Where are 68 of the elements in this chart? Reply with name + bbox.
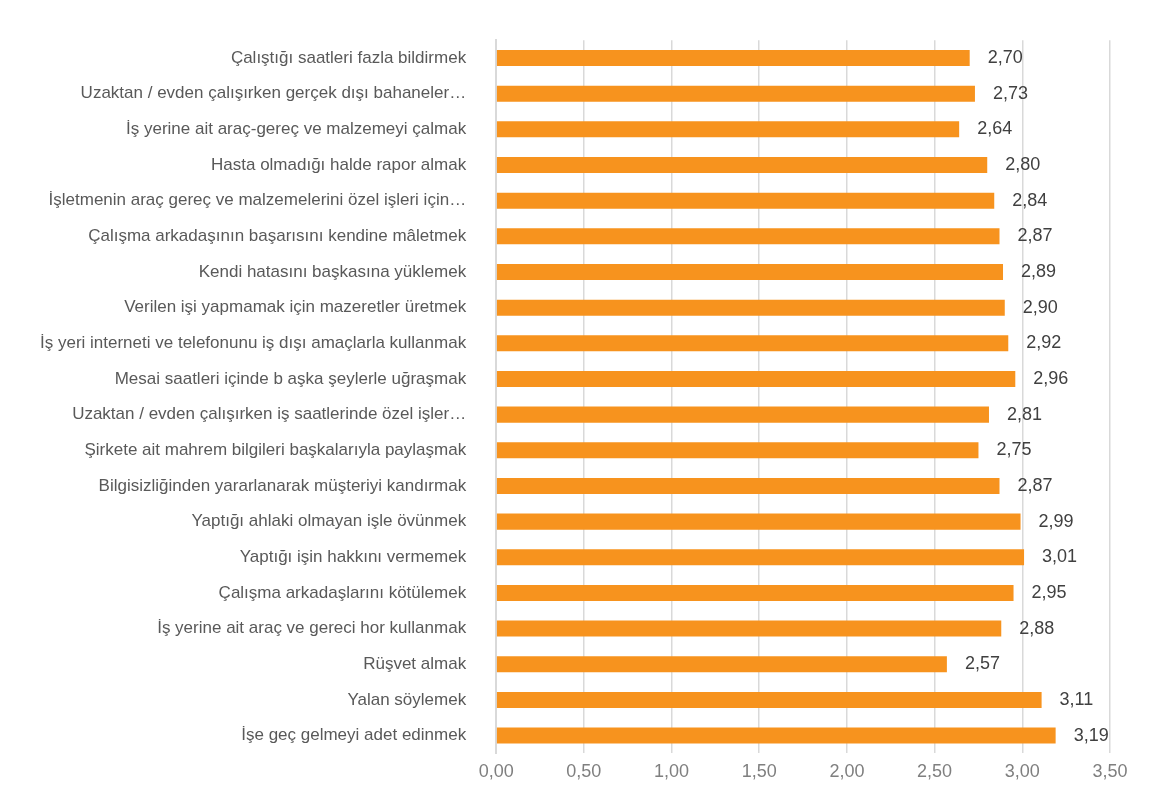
data-label: 2,57 bbox=[964, 653, 1000, 674]
bar bbox=[496, 549, 1025, 566]
data-label: 2,87 bbox=[1017, 474, 1053, 495]
bar bbox=[496, 477, 1000, 494]
data-label: 2,90 bbox=[1022, 296, 1058, 317]
data-label: 3,11 bbox=[1059, 688, 1094, 709]
y-tick-label: Kendi hatasını başkasına yüklemek bbox=[198, 261, 467, 281]
bar bbox=[496, 121, 960, 138]
x-tick-label: 2,50 bbox=[917, 761, 953, 782]
data-label: 3,19 bbox=[1073, 724, 1109, 745]
data-label: 2,81 bbox=[1006, 403, 1043, 424]
data-label: 2,70 bbox=[987, 47, 1023, 67]
bar bbox=[496, 299, 1005, 316]
data-label: 2,84 bbox=[1012, 189, 1048, 210]
data-label: 2,99 bbox=[1038, 510, 1074, 531]
y-tick-label: Bilgisizliğinden yararlanarak müşteriyi kandırmak bbox=[98, 475, 467, 495]
y-tick-label: Çalıştığı saatleri fazla bildirmek bbox=[230, 47, 467, 67]
y-tick-label: Yalan söylemek bbox=[347, 689, 467, 709]
bar bbox=[496, 513, 1021, 530]
x-tick-label: 1,50 bbox=[741, 761, 777, 782]
y-tick-label: Verilen işi yapmamak için mazeretler üretmek bbox=[124, 297, 467, 317]
x-tick-label: 1,00 bbox=[654, 761, 690, 782]
y-tick-label: Mesai saatleri içinde b aşka şeylerle uğraşmak bbox=[114, 368, 467, 388]
y-tick-label: Çalışma arkadaşının başarısını kendine mâletmek bbox=[88, 226, 467, 246]
bar bbox=[496, 263, 1004, 281]
data-label: 2,87 bbox=[1017, 225, 1053, 246]
data-label: 2,88 bbox=[1019, 617, 1055, 638]
x-tick-label: 0,00 bbox=[478, 761, 514, 782]
data-label: 3,01 bbox=[1042, 546, 1078, 567]
bar bbox=[496, 192, 995, 209]
y-tick-label: İşe geç gelmeyi adet edinmek bbox=[241, 725, 467, 745]
bar bbox=[496, 656, 947, 673]
y-tick-label: İş yerine ait araç-gereç ve malzemeyi çalmak bbox=[126, 119, 467, 139]
y-tick-label: Hasta olmadığı halde rapor almak bbox=[211, 154, 467, 174]
y-tick-label: Şirkete ait mahrem bilgileri başkalarıyla paylaşmak bbox=[84, 439, 467, 459]
y-tick-label: Yaptığı ahlaki olmayan işle övünmek bbox=[191, 511, 467, 531]
y-tick-label: Uzaktan / evden çalışırken gerçek dışı bahaneler… bbox=[80, 83, 467, 103]
data-label: 2,95 bbox=[1031, 581, 1067, 602]
bar bbox=[496, 85, 975, 102]
bar bbox=[496, 228, 1000, 245]
y-tick-label: İş yeri interneti ve telefonunu iş dışı amaçlarla kullanmak bbox=[39, 333, 467, 352]
bar bbox=[496, 691, 1042, 708]
data-label: 2,73 bbox=[992, 82, 1028, 103]
data-label: 2,75 bbox=[996, 439, 1032, 460]
data-label: 2,80 bbox=[1005, 153, 1041, 174]
bar bbox=[496, 442, 979, 459]
x-tick-label: 3,50 bbox=[1092, 761, 1128, 782]
x-tick-label: 0,50 bbox=[566, 761, 602, 782]
bar bbox=[496, 584, 1014, 601]
bar bbox=[496, 406, 989, 423]
y-tick-label: Uzaktan / evden çalışırken iş saatlerinde özel işler… bbox=[72, 404, 467, 424]
y-tick-label: Rüşvet almak bbox=[363, 653, 467, 673]
bar bbox=[496, 370, 1016, 387]
bar bbox=[496, 620, 1002, 637]
data-label: 2,96 bbox=[1033, 367, 1069, 388]
data-label: 2,64 bbox=[977, 118, 1013, 139]
bar bbox=[496, 156, 988, 174]
bar bbox=[496, 335, 1009, 352]
y-tick-label: İş yerine ait araç ve gereci hor kullanmak bbox=[157, 618, 467, 638]
x-tick-label: 2,00 bbox=[829, 761, 865, 782]
y-tick-label: Yaptığı işin hakkını vermemek bbox=[239, 546, 467, 566]
y-tick-label: Çalışma arkadaşlarını kötülemek bbox=[218, 582, 467, 602]
bar bbox=[496, 50, 970, 67]
y-tick-label: İşletmenin araç gereç ve malzemelerini özel işleri için… bbox=[48, 190, 467, 210]
data-label: 2,89 bbox=[1021, 260, 1057, 281]
x-tick-label: 3,00 bbox=[1004, 761, 1040, 782]
bar bbox=[496, 727, 1056, 744]
data-label: 2,92 bbox=[1026, 332, 1062, 353]
